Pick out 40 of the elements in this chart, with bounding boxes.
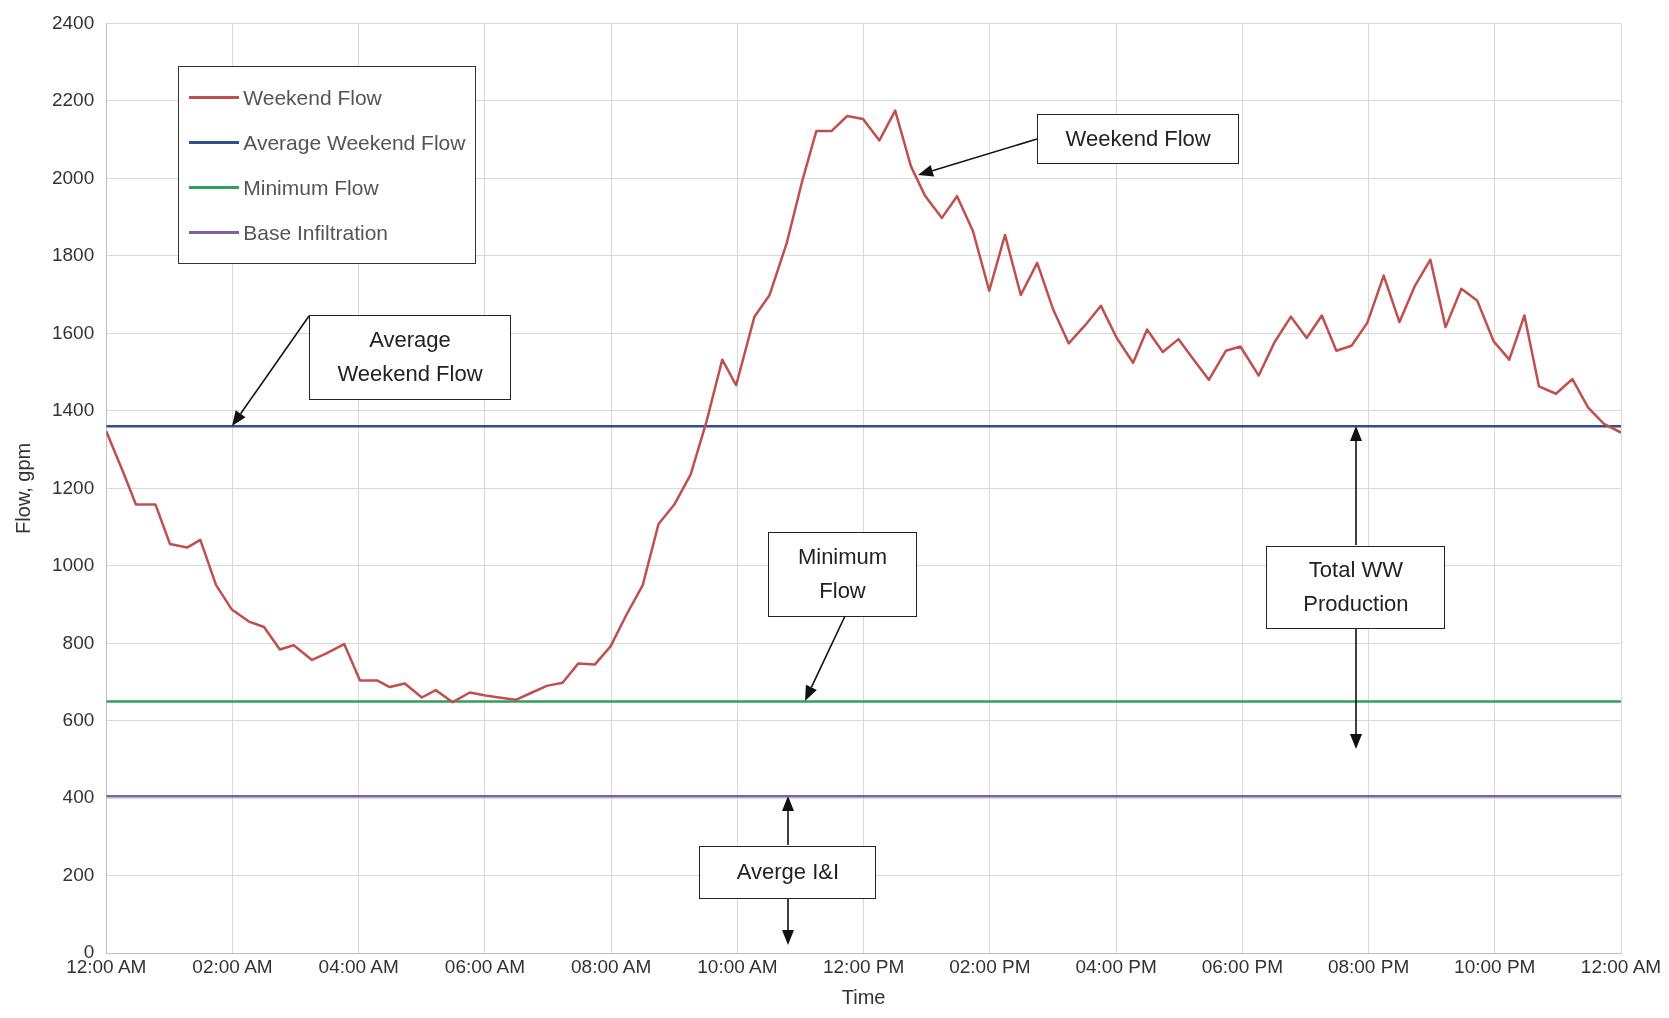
- x-tick-label: 06:00 PM: [1201, 955, 1283, 977]
- x-tick-label: 08:00 PM: [1327, 955, 1410, 977]
- x-tick-label: 10:00 AM: [697, 955, 778, 977]
- x-tick-label: 08:00 AM: [571, 955, 652, 977]
- y-tick-label: 1400: [51, 399, 95, 421]
- label-box: Average Weekend Flow: [309, 314, 511, 400]
- legend-label: Base Infiltration: [243, 220, 389, 245]
- y-tick-label: 1600: [51, 321, 95, 343]
- label-box: Minimum Flow: [768, 531, 918, 617]
- label-box: Averge I&I: [699, 845, 877, 899]
- y-tick-label: 2400: [51, 11, 95, 33]
- annotation: Minimum Flow: [796, 543, 889, 606]
- annotation: Weekend Flow: [1065, 124, 1211, 153]
- x-axis-title: Time: [841, 985, 886, 1008]
- label-box: Total WW Production: [1266, 545, 1446, 629]
- x-tick-label: 10:00 PM: [1454, 955, 1536, 977]
- legend-label: Average Weekend Flow: [243, 130, 466, 155]
- y-tick-label: 1000: [51, 554, 95, 576]
- x-tick-label: 12:00 AM: [1580, 955, 1662, 977]
- x-tick-label: 12:00 PM: [822, 955, 905, 977]
- x-tick-label: 02:00 PM: [949, 955, 1031, 977]
- y-tick-label: 800: [62, 631, 95, 653]
- y-tick-label: 1200: [51, 476, 95, 498]
- y-tick-label: 200: [62, 863, 95, 885]
- y-tick-label: 1800: [51, 244, 95, 266]
- y-tick-label: 600: [62, 708, 95, 730]
- label-box: Weekend Flow: [1037, 113, 1240, 164]
- x-tick-label: 02:00 AM: [192, 955, 273, 977]
- y-axis-title: Flow, gpm: [11, 442, 34, 534]
- x-tick-label: 04:00 PM: [1075, 955, 1157, 977]
- x-tick-label: 04:00 AM: [318, 955, 399, 977]
- legend-label: Weekend Flow: [243, 85, 382, 110]
- legend-label: Minimum Flow: [243, 175, 379, 200]
- x-tick-label: 06:00 AM: [444, 955, 526, 977]
- annotation: Average Weekend Flow: [336, 326, 484, 388]
- y-tick-label: 2000: [51, 166, 95, 188]
- annotation: Total WW Production: [1302, 556, 1410, 618]
- y-tick-label: 2200: [51, 89, 95, 111]
- y-tick-label: 400: [62, 786, 95, 808]
- annotation: Averge I&I: [736, 858, 840, 887]
